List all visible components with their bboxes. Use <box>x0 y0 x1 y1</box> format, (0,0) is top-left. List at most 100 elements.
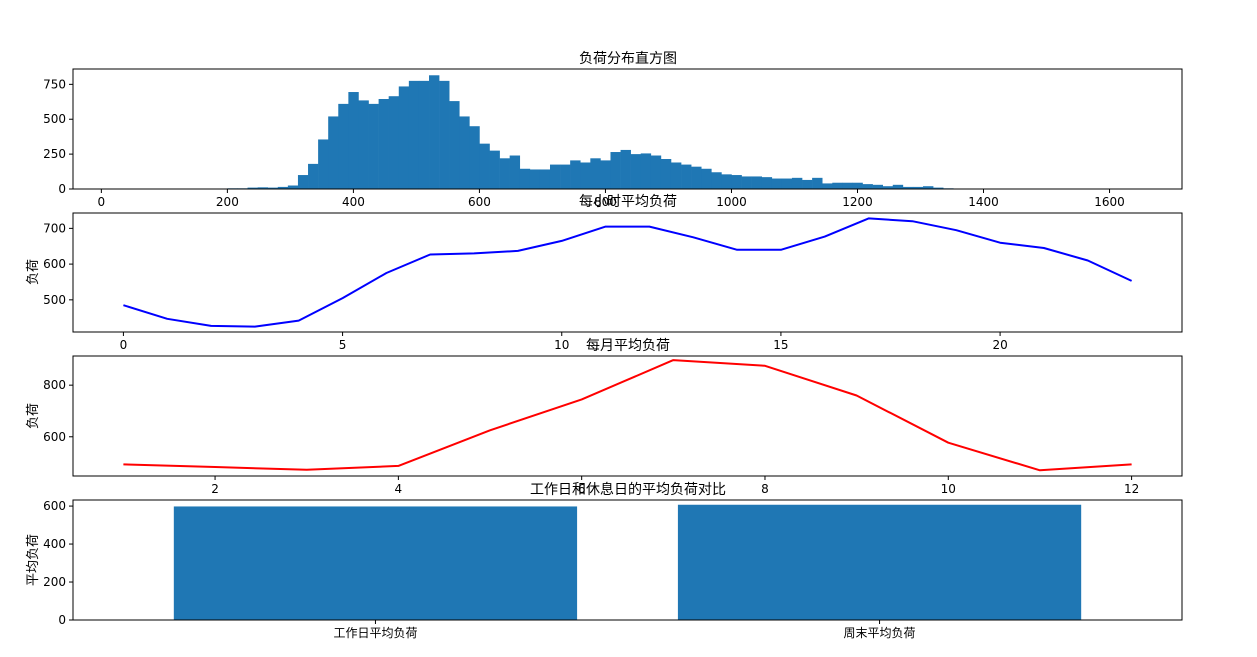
histogram-bar <box>439 80 450 189</box>
histogram-bar <box>761 177 773 189</box>
histogram-bar <box>691 166 702 189</box>
monthly-y-tick-label: 800 <box>43 378 66 392</box>
weekday-weekend-plot-frame <box>72 499 1183 621</box>
histogram-bar <box>630 154 642 189</box>
histogram-x-tick-label: 800 <box>594 195 617 209</box>
histogram-bar <box>247 187 258 189</box>
histogram-bar <box>348 92 359 189</box>
weekday-weekend-panel: 工作日和休息日的平均负荷对比 工作日平均负荷 周末平均负荷 0200400600 … <box>26 481 1183 640</box>
monthly-x-tick-label: 10 <box>941 482 956 496</box>
weekday-weekend-y-tick-label: 200 <box>43 575 66 589</box>
monthly-panel: 每月平均负荷 2 4 6 8 10 12 600 800 负荷 <box>26 338 1183 496</box>
monthly-title: 每月平均负荷 <box>586 338 670 354</box>
histogram-bar <box>681 164 692 189</box>
histogram-bar <box>358 100 369 189</box>
histogram-bar <box>459 116 470 189</box>
monthly-y-label: 负荷 <box>26 403 41 429</box>
monthly-x-ticks: 2 4 6 8 10 12 <box>211 476 1139 496</box>
histogram-bar <box>408 80 420 189</box>
weekday-weekend-x-ticks: 工作日平均负荷 周末平均负荷 <box>333 620 916 640</box>
histogram-bar <box>751 176 763 189</box>
histogram-y-ticks: 0 250 500 750 <box>43 77 73 196</box>
histogram-bar <box>902 186 914 189</box>
histogram-bar <box>933 187 944 189</box>
hourly-y-tick-label: 600 <box>43 257 66 271</box>
histogram-x-tick-label: 200 <box>216 195 239 209</box>
histogram-bar <box>842 182 853 189</box>
histogram-bar <box>822 183 833 189</box>
hourly-x-tick-label: 15 <box>773 338 788 352</box>
histogram-bar <box>872 184 883 189</box>
weekday-weekend-y-tick-label: 600 <box>43 499 66 513</box>
histogram-bar <box>620 149 631 189</box>
histogram-y-tick-label: 750 <box>43 77 66 91</box>
category-bar <box>173 506 578 620</box>
hourly-y-tick-label: 500 <box>43 293 66 307</box>
histogram-bar <box>852 182 863 189</box>
hourly-y-tick-label: 700 <box>43 221 66 235</box>
histogram-x-tick-label: 600 <box>468 195 491 209</box>
hourly-x-tick-label: 10 <box>554 338 569 352</box>
weekday-weekend-x-tick-label: 周末平均负荷 <box>844 626 916 640</box>
monthly-series-line <box>123 359 1132 472</box>
hourly-plot-frame <box>72 212 1183 333</box>
histogram-bar <box>771 178 783 189</box>
histogram-x-tick-label: 1600 <box>1094 195 1125 209</box>
histogram-bar <box>368 103 379 189</box>
histogram-bar <box>378 99 389 189</box>
histogram-bar <box>670 162 682 189</box>
histogram-bar <box>429 75 440 189</box>
histogram-bar <box>549 164 561 189</box>
histogram-y-tick-label: 500 <box>43 112 66 126</box>
histogram-bar <box>277 186 289 189</box>
histogram-bar <box>711 172 722 189</box>
monthly-line <box>123 359 1132 472</box>
histogram-bar <box>328 116 339 189</box>
monthly-x-tick-label: 2 <box>211 482 219 496</box>
hourly-x-ticks: 0 5 10 15 20 <box>120 332 1008 352</box>
histogram-bar <box>257 187 269 189</box>
histogram-x-tick-label: 1000 <box>716 195 747 209</box>
histogram-y-tick-label: 250 <box>43 147 66 161</box>
histogram-panel: 负荷分布直方图 0 200 400 600 800 1000 1200 1400 1600 0 2… <box>43 50 1183 209</box>
weekday-weekend-y-ticks: 0 200 400 600 <box>43 499 73 627</box>
histogram-bar <box>529 169 541 189</box>
histogram-bar <box>791 177 803 189</box>
weekday-weekend-title: 工作日和休息日的平均负荷对比 <box>530 481 726 498</box>
histogram-x-tick-label: 0 <box>98 195 106 209</box>
monthly-x-tick-label: 12 <box>1124 482 1139 496</box>
monthly-x-tick-label: 8 <box>761 482 769 496</box>
histogram-plot-frame <box>72 68 1183 190</box>
histogram-title: 负荷分布直方图 <box>579 50 677 67</box>
hourly-title: 每小时平均负荷 <box>579 194 677 210</box>
histogram-bar <box>892 184 904 189</box>
histogram-bar <box>882 186 894 189</box>
histogram-bar <box>267 187 279 189</box>
histogram-bar <box>388 96 400 189</box>
histogram-bar <box>600 160 611 189</box>
hourly-x-tick-label: 20 <box>992 338 1007 352</box>
histogram-bar <box>912 186 924 189</box>
histogram-bar <box>580 162 591 189</box>
histogram-bar <box>398 86 410 189</box>
histogram-bar <box>318 139 329 189</box>
hourly-y-label: 负荷 <box>26 259 41 285</box>
histogram-bar <box>812 177 823 189</box>
histogram-bar <box>701 168 712 189</box>
histogram-bar <box>590 158 601 189</box>
histogram-bar <box>469 126 480 189</box>
hourly-panel: 每小时平均负荷 0 5 10 15 20 500 600 700 负荷 <box>26 194 1183 352</box>
histogram-bar <box>560 164 571 189</box>
histogram-bar <box>519 168 531 189</box>
weekday-weekend-bars <box>173 504 1082 620</box>
histogram-bar <box>539 169 551 189</box>
histogram-bar <box>489 150 500 189</box>
histogram-bar <box>338 103 349 189</box>
histogram-bars <box>227 75 954 189</box>
histogram-bar <box>721 174 732 189</box>
weekday-weekend-y-tick-label: 400 <box>43 537 66 551</box>
histogram-bar <box>832 182 843 189</box>
weekday-weekend-x-tick-label: 工作日平均负荷 <box>333 626 417 640</box>
histogram-bar <box>610 152 621 189</box>
